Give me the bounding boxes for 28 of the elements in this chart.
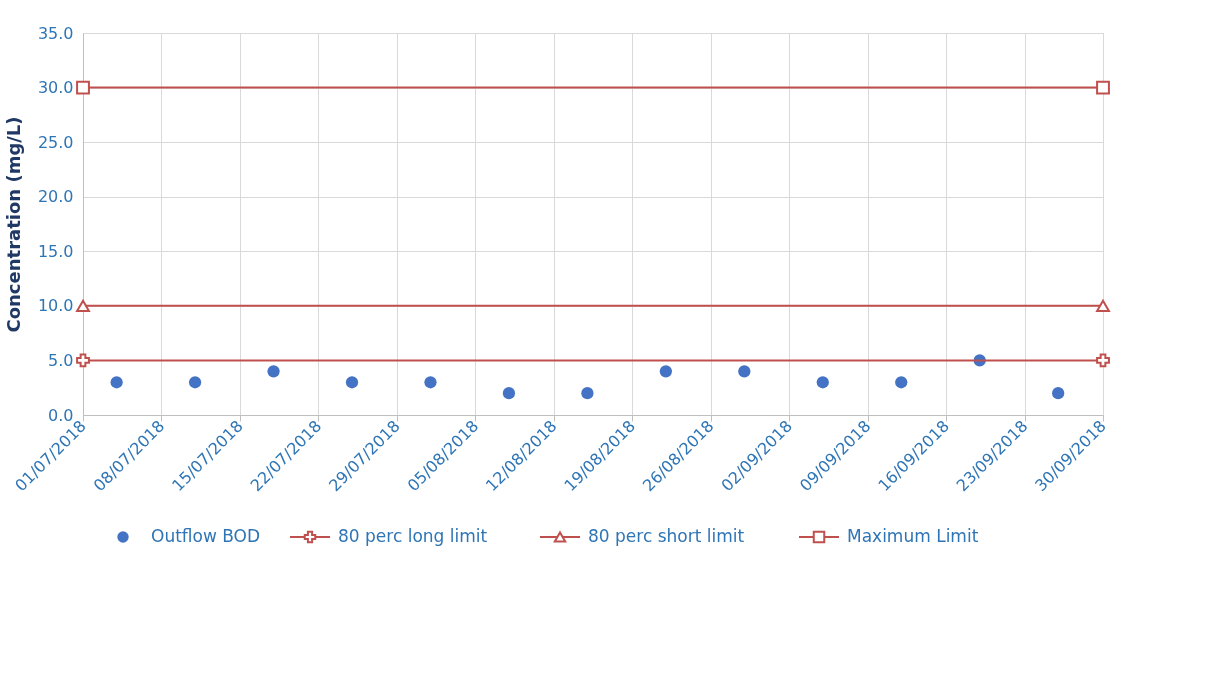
point <box>895 376 908 389</box>
point <box>581 387 594 400</box>
point <box>345 376 359 389</box>
legend-label: 80 perc short limit <box>588 526 745 546</box>
point <box>738 365 751 378</box>
point <box>1096 80 1110 95</box>
point <box>659 365 672 378</box>
point <box>424 376 437 389</box>
point <box>110 376 123 389</box>
legend-label: 80 perc long limit <box>338 526 488 546</box>
point <box>76 80 90 95</box>
y-tick-label: 20.0 <box>37 187 74 207</box>
y-tick-label: 5.0 <box>48 350 74 370</box>
point <box>1052 387 1065 400</box>
y-tick-label: 15.0 <box>37 241 74 261</box>
point <box>502 387 516 400</box>
y-tick-label: 25.0 <box>37 132 74 152</box>
legend-label: Maximum Limit <box>847 526 979 546</box>
point <box>816 376 829 389</box>
y-tick-label: 30.0 <box>37 78 74 98</box>
y-tick-label: 35.0 <box>37 23 74 43</box>
y-tick-label: 0.0 <box>48 405 74 425</box>
point <box>1096 353 1110 368</box>
y-axis-title: Concentration (mg/L) <box>2 116 24 333</box>
point <box>188 376 202 389</box>
point <box>267 365 280 378</box>
legend-label: Outflow BOD <box>151 526 261 546</box>
y-tick-label: 10.0 <box>37 296 74 316</box>
